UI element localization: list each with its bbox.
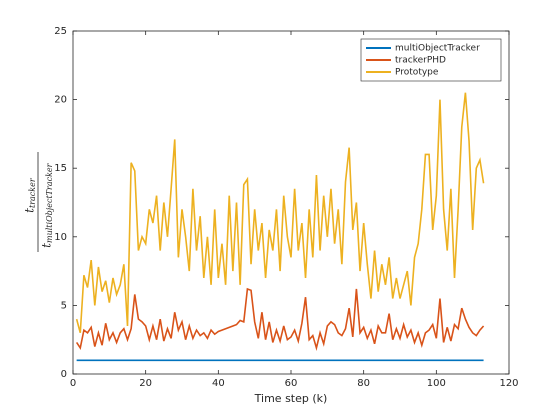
legend-label: trackerPHD — [395, 56, 446, 66]
y-tick-label: 5 — [61, 300, 67, 311]
x-axis-label: Time step (k) — [254, 392, 328, 405]
y-label-denominator: t — [40, 243, 54, 248]
x-tick-label: 40 — [212, 378, 225, 389]
legend-label: multiObjectTracker — [395, 44, 480, 54]
y-label-numerator: t — [23, 208, 37, 213]
series-line — [75, 287, 485, 352]
y-tick-label: 25 — [54, 26, 67, 37]
y-tick-label: 10 — [54, 232, 67, 243]
x-tick-label: 0 — [70, 378, 76, 389]
y-axis-label: t tracker t multiObjectTracker — [23, 152, 54, 252]
legend-label: Prototype — [395, 68, 439, 78]
y-label-numerator-sub: tracker — [28, 177, 37, 208]
y-tick-label: 15 — [54, 163, 67, 174]
legend: multiObjectTracker trackerPHD Prototype — [360, 38, 502, 82]
x-tick-label: 100 — [427, 378, 446, 389]
y-tick-label: 0 — [61, 369, 67, 380]
y-label-denominator-sub: multiObjectTracker — [45, 162, 54, 243]
x-tick-label: 60 — [285, 378, 298, 389]
series-line — [75, 92, 485, 334]
x-tick-label: 20 — [139, 378, 152, 389]
x-tick-label: 120 — [499, 378, 518, 389]
y-tick-label: 20 — [54, 95, 67, 106]
x-tick-label: 80 — [357, 378, 370, 389]
